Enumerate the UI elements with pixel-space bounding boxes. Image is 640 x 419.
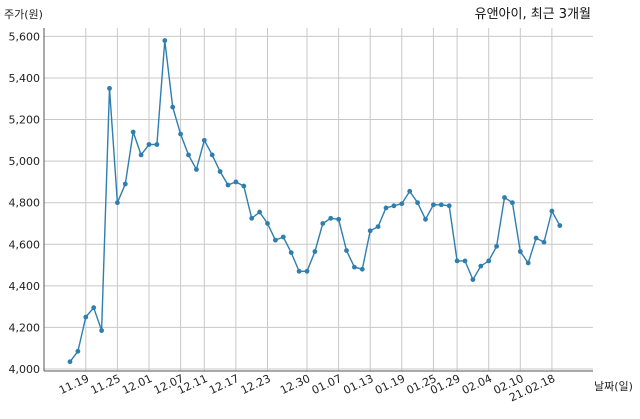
data-point [375, 224, 381, 230]
x-tick-label: 01.13 [341, 372, 375, 397]
data-point [352, 264, 357, 270]
data-point [241, 183, 247, 189]
data-point [446, 203, 452, 209]
x-tick-label: 12.17 [207, 372, 241, 397]
data-point [107, 85, 112, 91]
data-point [154, 142, 160, 147]
data-point [423, 216, 428, 222]
data-point [122, 181, 128, 187]
data-point [201, 137, 207, 143]
data-point [67, 359, 73, 365]
data-point [549, 208, 555, 214]
data-point [273, 237, 278, 243]
data-point [510, 200, 515, 206]
y-tick-label: 4,000 [9, 363, 41, 376]
y-tick-labels: 4,000 4,200 4,400 4,600 4,800 5,000 5,200 5,400… [9, 30, 41, 376]
data-point [525, 260, 531, 266]
data-point [75, 348, 81, 354]
data-point [312, 249, 318, 254]
data-point [367, 228, 373, 234]
data-point [194, 167, 199, 172]
x-tick-label: 12.23 [239, 372, 273, 397]
data-point [336, 216, 341, 222]
data-point [470, 277, 476, 283]
data-point [170, 104, 176, 110]
data-point [344, 248, 349, 253]
data-point [541, 239, 547, 245]
x-tick-label: 11.25 [89, 372, 123, 397]
y-tick-label: 5,000 [9, 155, 41, 168]
x-tick-label: 12.30 [278, 372, 312, 397]
data-point [407, 188, 413, 194]
series-layer [67, 38, 563, 365]
x-tick-label: 01.19 [373, 372, 407, 397]
data-point [502, 195, 507, 200]
series-line [69, 40, 561, 363]
data-point [186, 152, 191, 158]
data-point [138, 152, 144, 158]
data-point [533, 235, 539, 241]
data-point [494, 243, 499, 249]
data-point [265, 221, 270, 226]
y-tick-label: 4,400 [9, 280, 41, 293]
data-point [359, 266, 365, 272]
data-point [557, 223, 563, 228]
data-point [91, 305, 97, 311]
x-tick-label: 11.19 [57, 372, 91, 397]
data-point [517, 249, 523, 254]
data-point [115, 200, 120, 206]
data-point [391, 203, 397, 209]
y-tick-label: 5,600 [9, 30, 41, 43]
data-point [130, 129, 136, 135]
y-tick-label: 4,600 [9, 238, 41, 251]
data-point [217, 169, 223, 174]
y-tick-label: 5,200 [9, 114, 41, 127]
x-axis-title: 날짜(일) [594, 379, 633, 393]
chart-title: 유앤아이, 최근 3개월 [475, 7, 591, 22]
data-point [257, 209, 262, 215]
data-point [280, 234, 286, 240]
data-point [478, 263, 484, 269]
data-point [320, 221, 326, 226]
data-point [225, 182, 231, 188]
data-point [486, 258, 492, 264]
data-point [415, 200, 420, 206]
data-point [233, 179, 239, 185]
data-point [178, 131, 184, 137]
data-point [249, 215, 255, 221]
data-point [209, 152, 215, 158]
y-axis-title: 주가(원) [4, 8, 43, 21]
data-point [454, 258, 460, 264]
data-point [438, 202, 444, 208]
axes [43, 28, 593, 372]
data-point [288, 250, 294, 255]
data-point [99, 328, 104, 333]
x-tick-label: 01.07 [310, 372, 344, 397]
data-point [383, 205, 389, 211]
x-tick-label: 02.04 [460, 372, 494, 397]
grid-lines [44, 28, 593, 371]
data-point [304, 268, 310, 274]
y-tick-label: 4,200 [9, 321, 41, 334]
y-tick-label: 5,400 [9, 72, 41, 85]
data-point [162, 38, 168, 43]
data-point [399, 201, 405, 207]
data-point [146, 142, 152, 147]
data-point [328, 215, 334, 221]
x-tick-label: 12.01 [120, 372, 154, 397]
data-point [296, 268, 302, 274]
data-point [462, 258, 468, 264]
y-tick-label: 4,800 [9, 197, 41, 210]
data-point [83, 314, 89, 320]
data-point [431, 202, 436, 208]
